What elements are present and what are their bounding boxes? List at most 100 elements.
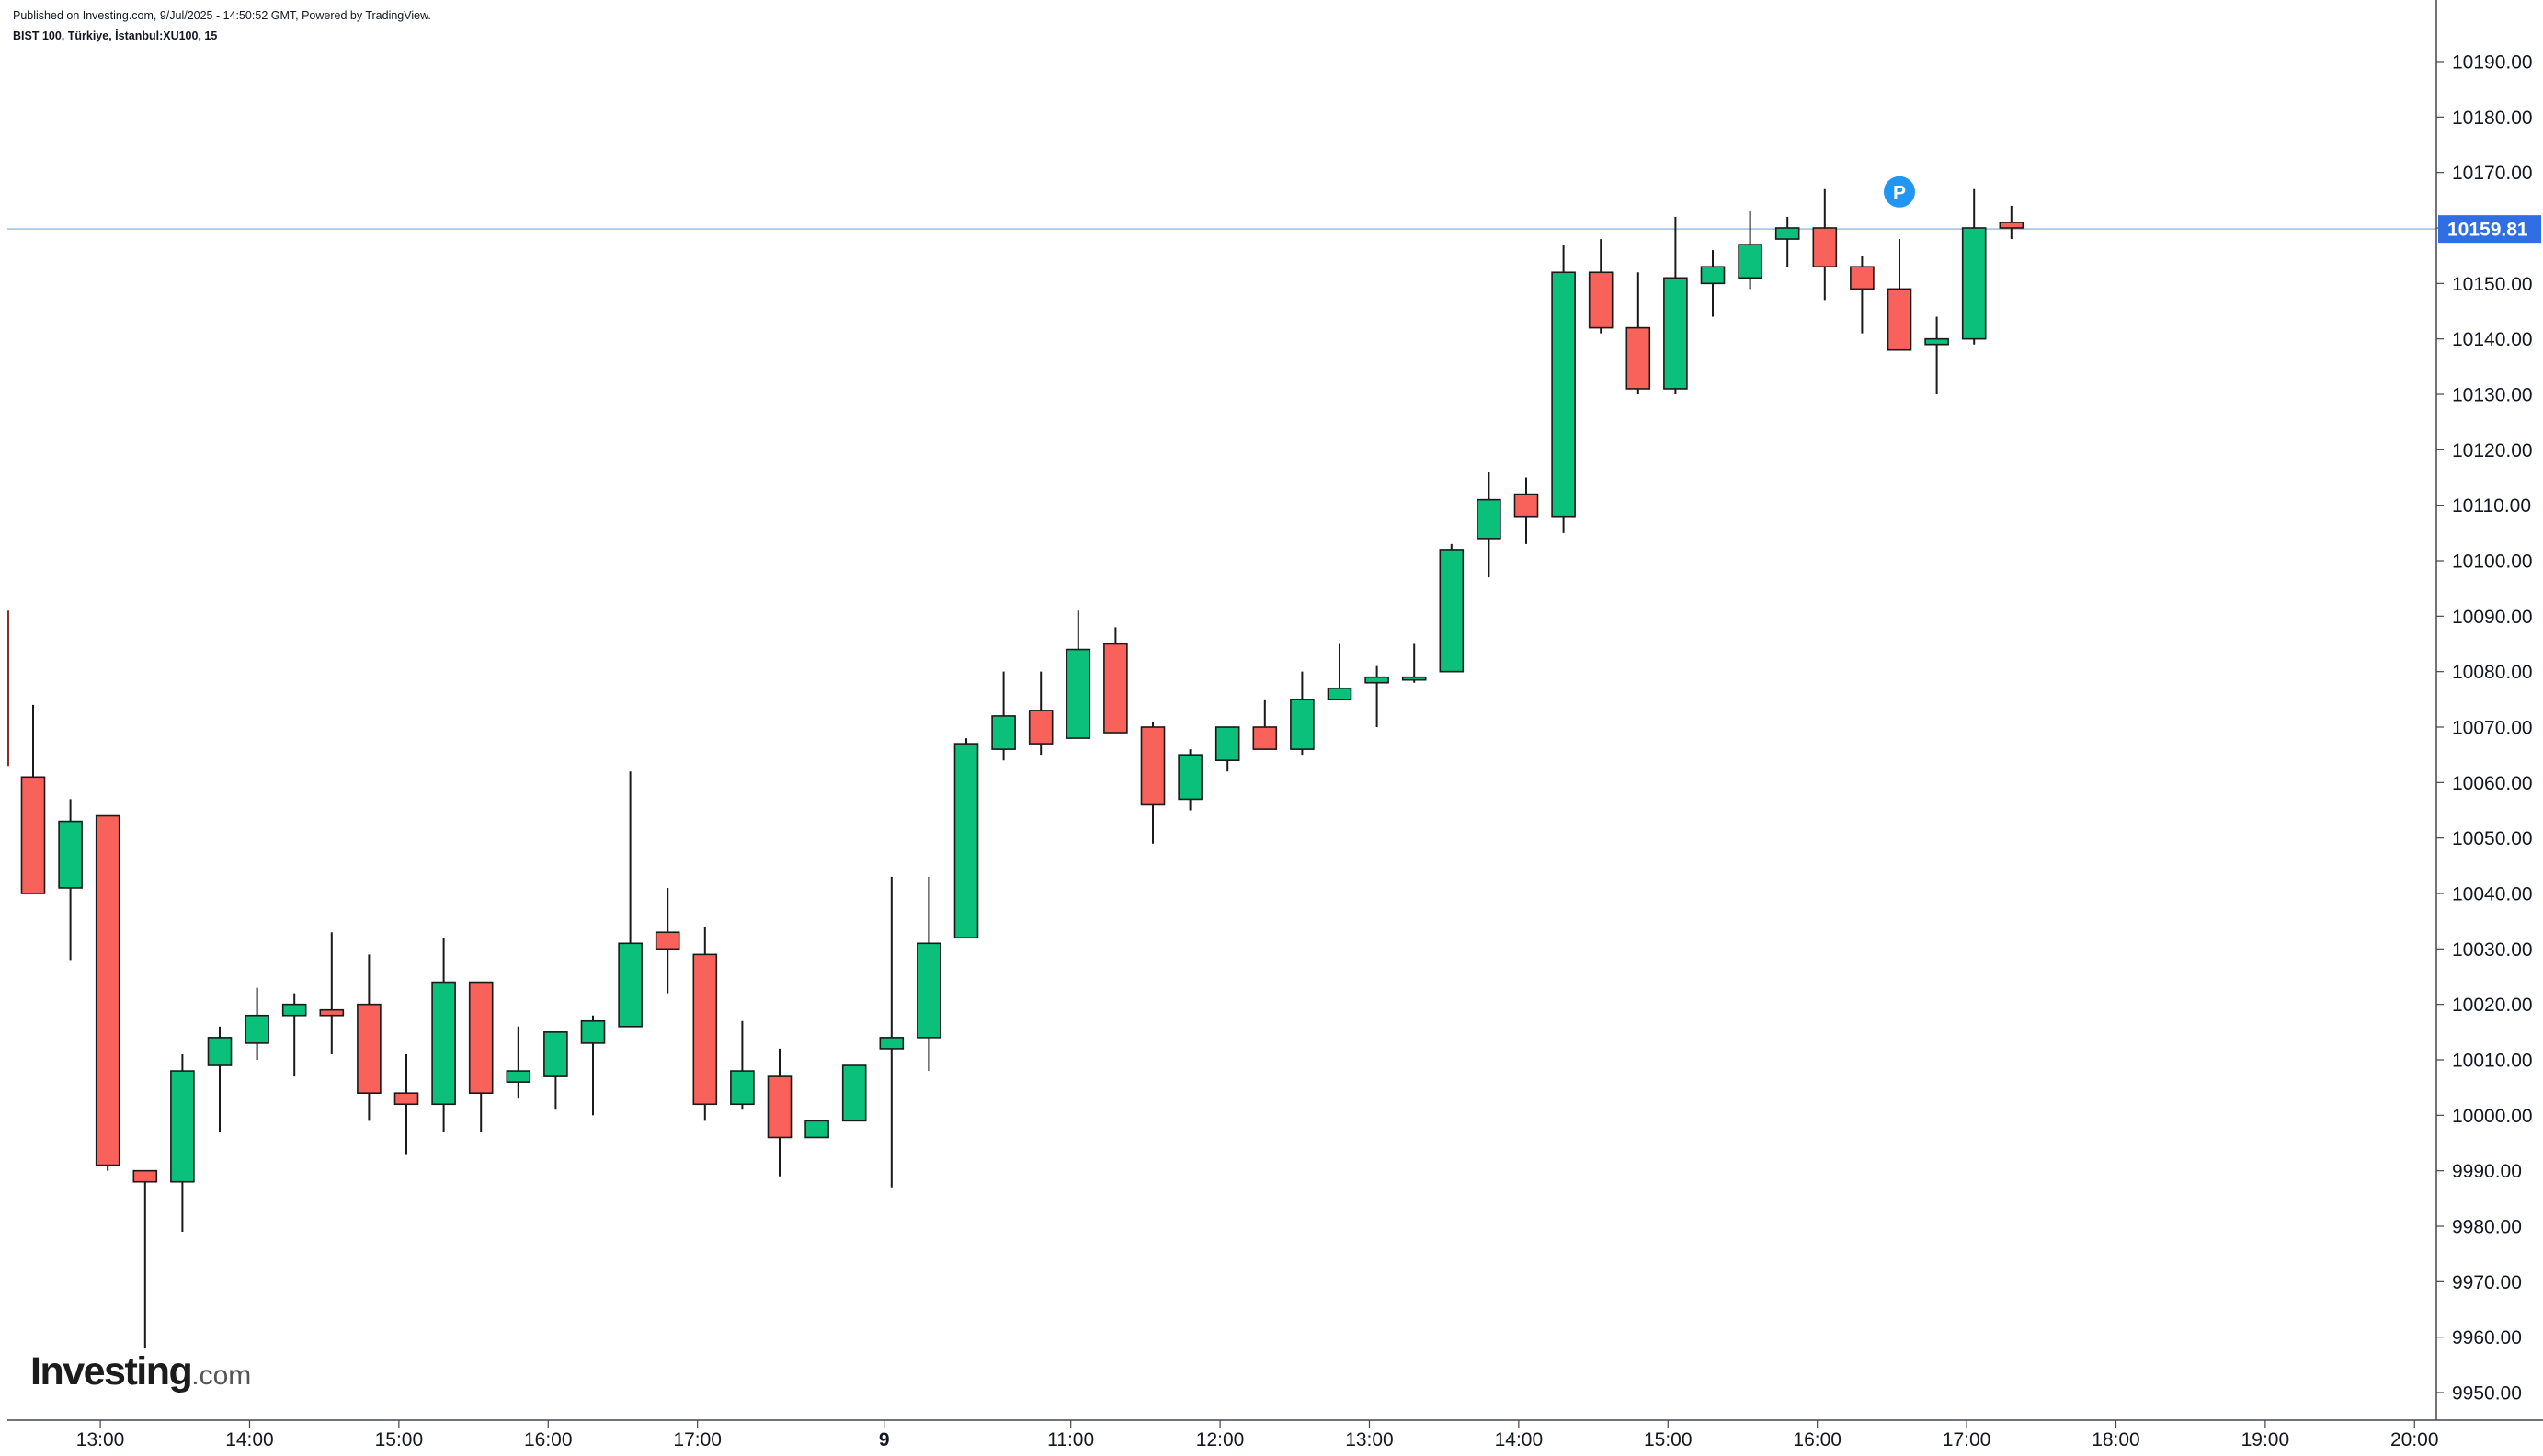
candle[interactable] [991,671,1016,761]
candle-body [953,743,979,939]
candle[interactable] [543,1031,568,1110]
candle[interactable] [1103,627,1128,734]
candle[interactable] [1290,671,1315,756]
candle[interactable] [1625,272,1651,394]
candle-body [170,1070,195,1183]
candle[interactable] [1252,699,1278,750]
candle[interactable] [393,1053,419,1155]
candle[interactable] [132,1169,158,1348]
candle[interactable] [730,1020,755,1110]
candle[interactable] [1214,726,1240,772]
candle-body [1551,271,1576,518]
candle[interactable] [1551,245,1576,533]
candle[interactable] [1401,643,1427,683]
candle[interactable] [468,981,494,1132]
candle[interactable] [1477,472,1501,578]
candle[interactable] [1700,250,1726,317]
x-tick-label: 9 [879,1429,890,1450]
y-tick-label: 10100.00 [2452,552,2533,573]
candle[interactable] [506,1026,531,1099]
candle[interactable] [1439,543,1465,673]
candle-body [1214,726,1240,762]
x-tick-label: 17:00 [1943,1429,1991,1450]
y-tick-label: 10070.00 [2452,718,2533,739]
current-price-label: 10159.81 [2447,220,2528,241]
candle[interactable] [1513,477,1539,544]
candle[interactable] [357,954,382,1121]
candle[interactable] [879,876,905,1188]
candle[interactable] [20,704,46,894]
candle[interactable] [692,927,718,1121]
candle[interactable] [655,887,680,994]
axes-group: 10190.00 10180.00 10170.00 10150.00 10140.00… [7,0,2543,1450]
candle[interactable] [431,938,456,1132]
candle[interactable] [1140,721,1166,844]
candle[interactable] [1887,239,1912,351]
candle-body [1887,288,1912,351]
candle[interactable] [917,876,941,1072]
y-tick-label: 10130.00 [2452,385,2533,406]
candle[interactable] [841,1064,867,1122]
candle[interactable] [1961,188,1987,345]
candle-body [281,1003,307,1017]
x-tick-label: 16:00 [1793,1429,1842,1450]
candle-body [1774,227,1800,240]
candle-body [319,1008,345,1017]
logo-main-text: Investing [30,1349,193,1393]
candle-body [692,953,718,1106]
candle[interactable] [1663,216,1688,394]
x-tick-label: 13:00 [1345,1429,1394,1450]
candle[interactable] [804,1120,829,1139]
candle-body [618,942,643,1028]
candle[interactable] [1028,671,1054,756]
candle[interactable] [1066,610,1091,739]
candle[interactable] [58,799,83,961]
candle[interactable] [1738,210,1762,290]
candle[interactable] [1924,316,1949,394]
marker-circle[interactable] [1884,176,1915,208]
candle-body [543,1031,568,1077]
candle[interactable] [207,1026,233,1132]
candle[interactable] [1999,205,2024,240]
y-tick-label: 10040.00 [2452,884,2533,905]
candle[interactable] [767,1048,793,1177]
candle[interactable] [1588,239,1614,334]
candle-body [841,1064,867,1122]
x-tick-label: 18:00 [2092,1429,2140,1450]
candle-body [20,776,46,894]
candle[interactable] [1774,216,1800,267]
candle-body [1588,271,1614,329]
candle[interactable] [319,932,345,1054]
candle[interactable] [1364,665,1389,727]
x-tick-label: 13:00 [76,1429,125,1450]
x-tick-label: 15:00 [375,1429,424,1450]
candle-body [95,814,120,1166]
y-tick-label: 10000.00 [2452,1106,2533,1127]
candle[interactable] [953,738,979,939]
y-tick-label: 9980.00 [2452,1217,2522,1238]
candle[interactable] [95,814,120,1171]
candle[interactable] [580,1015,606,1116]
x-tick-label: 16:00 [524,1429,573,1450]
y-tick-label: 10010.00 [2452,1051,2533,1072]
x-tick-label: 14:00 [1495,1429,1544,1450]
candle[interactable] [1812,188,1838,301]
candle-body [245,1014,269,1044]
current-price-label-bg [2438,215,2541,244]
candle[interactable] [1327,643,1352,700]
candle-body [580,1019,606,1044]
x-tick-label: 11:00 [1047,1429,1094,1450]
candle[interactable] [618,771,643,1028]
candle-body [1401,676,1427,681]
candle-body [1290,699,1315,750]
candle-body [1513,493,1539,518]
candle[interactable] [245,987,269,1060]
candle-body [1066,648,1091,739]
candle[interactable] [170,1053,195,1233]
candle-body [767,1075,793,1139]
candle[interactable] [281,993,307,1077]
candle-body [917,942,941,1039]
candle[interactable] [1178,749,1203,811]
candle[interactable] [1850,256,1875,334]
